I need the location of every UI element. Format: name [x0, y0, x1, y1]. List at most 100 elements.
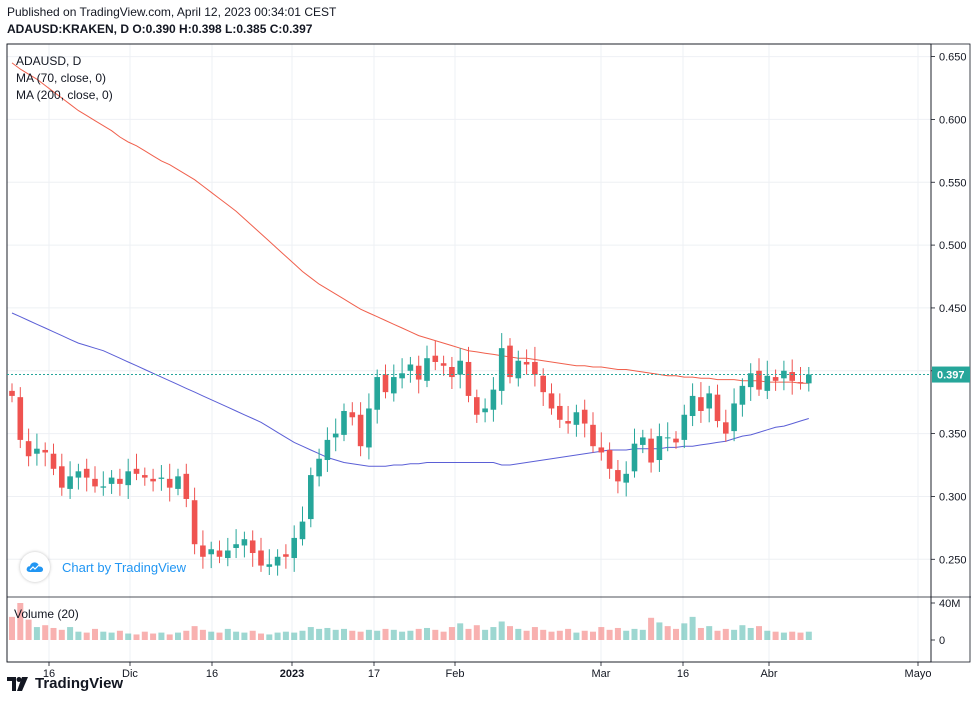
candle: [108, 470, 115, 494]
candle: [424, 345, 430, 388]
volume-bar: [764, 630, 771, 640]
candle: [731, 388, 737, 442]
x-tick-label: Mayo: [905, 668, 932, 680]
candle-body: [532, 361, 538, 375]
candle-body: [540, 375, 546, 393]
candle: [241, 531, 248, 558]
x-tick-label: 16: [43, 668, 55, 680]
chart-attribution[interactable]: Chart by TradingView: [20, 552, 186, 582]
candle: [407, 356, 414, 383]
candle-body: [656, 436, 663, 461]
candle-body: [308, 475, 314, 520]
candle: [216, 540, 223, 564]
x-tick-label: Mar: [592, 668, 611, 680]
candle-body: [474, 397, 480, 415]
volume-bar: [50, 627, 57, 640]
volume-bar: [365, 629, 372, 640]
volume-bar: [249, 630, 256, 640]
candle: [391, 364, 397, 402]
candle: [523, 349, 530, 375]
y-tick-label: 0.550: [939, 177, 967, 189]
candle: [332, 418, 339, 452]
candle: [498, 333, 505, 405]
candle: [357, 402, 364, 457]
candle-body: [382, 374, 389, 393]
volume-bar: [805, 631, 812, 640]
candle: [341, 403, 347, 442]
candle: [581, 399, 588, 438]
y-tick-label: 0.250: [939, 554, 967, 566]
footer-logo[interactable]: TradingView: [7, 675, 123, 692]
candle-body: [175, 476, 181, 489]
candle: [432, 340, 439, 371]
candle-body: [465, 361, 472, 396]
legend-ma70[interactable]: MA (70, close, 0): [16, 71, 107, 85]
candle: [739, 378, 746, 417]
candle-body: [598, 447, 605, 453]
candle-body: [142, 475, 148, 478]
candle: [249, 530, 256, 567]
last-price-label: 0.397: [937, 370, 965, 382]
volume-bar: [92, 628, 98, 640]
candle-body: [291, 537, 297, 559]
x-tick-label: 16: [677, 668, 689, 680]
candle: [25, 428, 32, 467]
legend-ma200[interactable]: MA (200, close, 0): [16, 88, 113, 102]
volume-bar: [175, 632, 181, 640]
candle: [258, 537, 264, 572]
candle: [723, 409, 729, 442]
volume-bar: [473, 625, 480, 640]
volume-bar: [457, 623, 464, 640]
x-tick-label: Abr: [760, 668, 777, 680]
attribution-text[interactable]: Chart by TradingView: [62, 559, 187, 575]
candle: [200, 530, 206, 569]
candle-body: [341, 410, 347, 435]
candle: [349, 402, 356, 426]
candle-body: [233, 544, 239, 548]
candle-body: [374, 377, 380, 410]
volume-bar: [357, 631, 364, 640]
candle-body: [507, 345, 513, 378]
volume-bar: [697, 627, 704, 640]
y-tick-label: 0.650: [939, 52, 967, 64]
tradingview-logo-icon: [7, 676, 28, 691]
candle-body: [191, 500, 198, 545]
candle: [158, 465, 165, 491]
candle-body: [648, 438, 654, 463]
volume-bar: [415, 628, 422, 640]
candle: [225, 537, 231, 567]
candle: [92, 466, 98, 493]
candle: [100, 471, 107, 496]
candle: [299, 506, 306, 546]
volume-bar: [133, 634, 140, 640]
volume-bar: [382, 628, 389, 640]
candle-body: [440, 363, 447, 366]
candle: [67, 461, 73, 499]
candle: [631, 428, 638, 478]
candle: [598, 432, 605, 461]
candle: [772, 369, 779, 391]
candle: [698, 382, 704, 423]
volume-bars-group: [9, 603, 812, 640]
volume-bar: [648, 617, 655, 640]
candle: [183, 463, 190, 508]
candle-body: [17, 397, 24, 440]
volume-bar: [556, 630, 563, 640]
candle-body: [407, 364, 414, 371]
candle: [482, 398, 488, 423]
candle: [440, 355, 447, 376]
volume-bar: [33, 627, 40, 640]
candle: [17, 387, 24, 449]
volume-bar: [224, 628, 231, 640]
volume-bar: [100, 631, 107, 640]
volume-bar: [664, 626, 671, 640]
volume-bar: [523, 630, 530, 640]
volume-bar: [116, 630, 123, 640]
candle: [797, 367, 804, 390]
volume-bar: [490, 627, 497, 640]
volume-bar: [58, 629, 65, 640]
volume-bar: [158, 632, 165, 640]
volume-bar: [9, 616, 15, 640]
candle: [175, 468, 181, 496]
